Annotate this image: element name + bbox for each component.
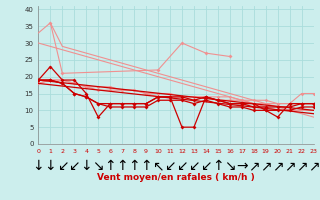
X-axis label: Vent moyen/en rafales ( km/h ): Vent moyen/en rafales ( km/h ) bbox=[97, 173, 255, 182]
